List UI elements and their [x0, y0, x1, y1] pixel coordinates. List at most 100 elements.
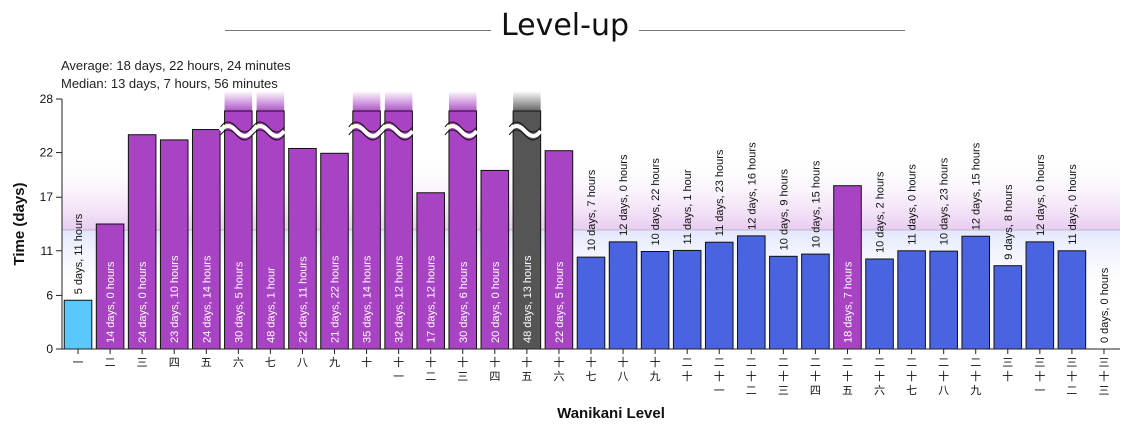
bar-value-label: 5 days, 11 hours — [73, 213, 85, 294]
chart-title-area: Level-up — [0, 8, 1130, 43]
bar-value-label: 12 days, 0 hours — [618, 154, 630, 236]
median-stat: Median: 13 days, 7 hours, 56 minutes — [61, 76, 278, 91]
bar-value-label: 23 days, 10 hours — [169, 255, 181, 343]
bar — [993, 265, 1023, 350]
x-tick-label: 二十五 — [842, 356, 853, 397]
bar — [95, 223, 125, 350]
bar — [544, 150, 574, 350]
bar — [224, 110, 253, 350]
bar — [1025, 241, 1055, 350]
bar-value-label: 11 days, 0 hours — [907, 164, 919, 245]
x-tick-label: 二 — [105, 356, 116, 369]
x-tick-label: 二十六 — [874, 356, 885, 397]
x-tick-label: 二十七 — [906, 356, 917, 397]
bar — [448, 110, 478, 350]
bar-overflow-cap — [448, 91, 477, 113]
bar — [191, 129, 221, 350]
bar — [769, 255, 798, 350]
y-tick-label: 22 — [40, 146, 54, 160]
bar — [608, 241, 638, 350]
bar-break-mark — [252, 129, 285, 141]
x-tick-label: 二十四 — [810, 356, 821, 397]
x-tick-label: 五 — [201, 356, 212, 369]
x-tick-label: 七 — [265, 356, 276, 369]
y-tick-label: 17 — [40, 190, 54, 204]
bar-value-label: 18 days, 7 hours — [842, 261, 854, 343]
x-tick-label: 三十三 — [1098, 356, 1109, 397]
bar-overflow-cap — [352, 91, 381, 113]
bar — [865, 258, 894, 350]
bar — [63, 299, 93, 350]
bar — [672, 249, 702, 350]
x-tick-label: 四 — [169, 356, 180, 369]
bar-value-label: 35 days, 14 hours — [362, 255, 374, 343]
bar-break-mark — [348, 129, 381, 141]
x-tick-label: 九 — [329, 356, 340, 369]
bar-value-label: 14 days, 0 hours — [105, 261, 117, 343]
bar — [384, 110, 413, 350]
bar-break-mark — [250, 124, 286, 138]
bar — [897, 250, 926, 350]
bar-value-label: 30 days, 6 hours — [458, 261, 470, 343]
x-tick-label: 十二 — [425, 355, 436, 383]
x-axis-label: Wanikani Level — [557, 405, 665, 422]
bar-break-mark — [380, 129, 413, 141]
bar-value-label: 10 days, 9 hours — [778, 168, 790, 250]
bar-value-label: 22 days, 5 hours — [554, 261, 566, 343]
bar-break-mark — [444, 121, 477, 133]
bar-break-mark — [220, 129, 253, 141]
y-tick-label: 0 — [46, 342, 53, 356]
bar — [833, 185, 862, 350]
bar-value-label: 10 days, 23 hours — [939, 157, 951, 245]
x-tick-label: 十七 — [586, 355, 597, 383]
x-tick-label: 二十一 — [714, 356, 725, 397]
bar — [801, 253, 830, 350]
bar-value-label: 48 days, 13 hours — [522, 255, 534, 343]
bar — [961, 235, 991, 350]
bar-value-label: 10 days, 22 hours — [650, 158, 662, 246]
bar-value-label: 24 days, 0 hours — [137, 261, 149, 343]
bar-break-mark — [220, 121, 253, 133]
bar-value-label: 0 days, 0 hours — [1099, 267, 1111, 343]
bar-break-mark — [380, 121, 413, 133]
x-tick-label: 十五 — [521, 355, 532, 383]
bar-overflow-cap — [513, 91, 541, 113]
y-tick-label: 28 — [40, 92, 54, 106]
bar-overflow-cap — [224, 91, 253, 113]
bar-value-label: 32 days, 12 hours — [394, 255, 406, 343]
x-tick-label: 一 — [73, 356, 84, 369]
bar-value-label: 10 days, 15 hours — [810, 160, 822, 248]
bar-value-label: 30 days, 5 hours — [233, 261, 245, 343]
bar-value-label: 20 days, 0 hours — [490, 261, 502, 343]
x-tick-label: 三 — [137, 356, 148, 369]
bar-overflow-cap — [256, 91, 285, 113]
bar — [737, 235, 766, 350]
bar — [929, 250, 958, 350]
bar-break-mark — [348, 121, 381, 133]
bar-break-mark — [444, 129, 477, 141]
x-tick-label: 八 — [297, 356, 308, 369]
x-tick-label: 二十九 — [970, 356, 981, 397]
bar-value-label: 24 days, 14 hours — [201, 255, 213, 343]
y-tick-label: 11 — [41, 244, 54, 258]
bar-break-mark — [218, 124, 254, 138]
bar — [480, 169, 510, 350]
x-tick-label: 二十二 — [746, 356, 757, 397]
x-tick-label: 二十八 — [938, 356, 949, 397]
y-tick-label: 6 — [46, 288, 53, 302]
title-rule-left — [225, 30, 510, 31]
bar — [256, 110, 285, 350]
bar-break-mark — [347, 124, 383, 138]
x-tick-label: 十三 — [457, 355, 468, 383]
x-tick-label: 三十二 — [1066, 356, 1077, 397]
x-tick-label: 二十三 — [778, 356, 789, 397]
bar-value-label: 22 days, 11 hours — [297, 256, 309, 343]
bar-value-label: 10 days, 2 hours — [875, 171, 887, 253]
bar-break-mark — [507, 124, 543, 138]
x-tick-label: 三十 — [1002, 356, 1013, 383]
x-tick-label: 十一 — [393, 355, 404, 383]
bar-value-label: 9 days, 8 hours — [1003, 184, 1015, 260]
bar — [1057, 250, 1087, 350]
bar-value-label: 12 days, 15 hours — [971, 142, 983, 230]
